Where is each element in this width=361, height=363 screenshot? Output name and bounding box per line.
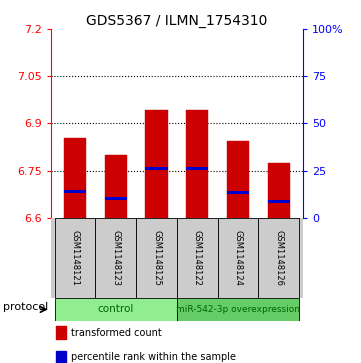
Text: GSM1148122: GSM1148122 <box>193 230 202 286</box>
Bar <box>55 218 95 298</box>
Bar <box>145 110 168 218</box>
Bar <box>177 218 218 298</box>
Bar <box>55 298 177 321</box>
Bar <box>186 110 209 218</box>
Bar <box>268 163 290 218</box>
Bar <box>258 218 299 298</box>
Bar <box>268 200 290 203</box>
Text: GSM1148126: GSM1148126 <box>274 230 283 286</box>
Bar <box>105 197 127 200</box>
Bar <box>227 191 249 194</box>
Bar <box>186 167 209 170</box>
Bar <box>218 218 258 298</box>
Text: transformed count: transformed count <box>71 327 161 338</box>
Bar <box>64 138 86 218</box>
Text: GSM1148123: GSM1148123 <box>111 230 120 286</box>
Bar <box>56 326 66 339</box>
Text: GSM1148121: GSM1148121 <box>70 230 79 286</box>
Bar <box>145 167 168 170</box>
Text: control: control <box>97 305 134 314</box>
Bar <box>105 155 127 218</box>
Text: miR-542-3p overexpression: miR-542-3p overexpression <box>176 305 300 314</box>
Text: GSM1148124: GSM1148124 <box>234 230 243 286</box>
Text: GSM1148125: GSM1148125 <box>152 230 161 286</box>
Bar <box>56 351 66 363</box>
Bar <box>136 218 177 298</box>
Title: GDS5367 / ILMN_1754310: GDS5367 / ILMN_1754310 <box>86 14 268 28</box>
Bar <box>64 190 86 193</box>
Bar <box>95 218 136 298</box>
Bar <box>177 298 299 321</box>
Text: percentile rank within the sample: percentile rank within the sample <box>71 352 236 362</box>
Text: protocol: protocol <box>3 302 48 312</box>
Bar <box>227 141 249 218</box>
